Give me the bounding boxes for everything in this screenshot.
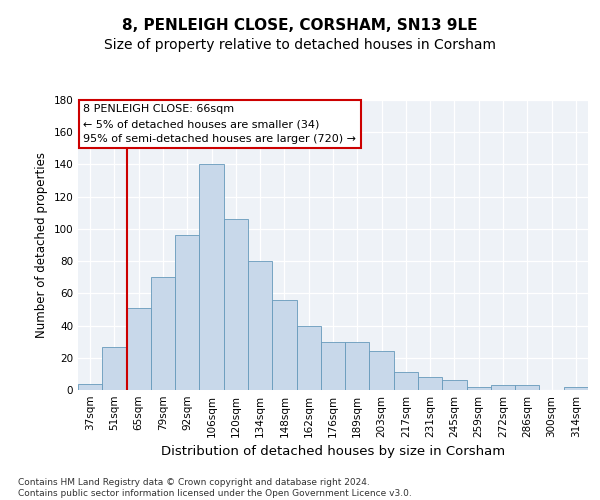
Bar [224, 219, 248, 390]
Bar [296, 326, 321, 390]
Bar [78, 384, 102, 390]
Bar [102, 346, 127, 390]
X-axis label: Distribution of detached houses by size in Corsham: Distribution of detached houses by size … [161, 446, 505, 458]
Bar [467, 387, 491, 390]
Bar [151, 277, 175, 390]
Bar [321, 342, 345, 390]
Bar [345, 342, 370, 390]
Bar [175, 236, 199, 390]
Bar [418, 377, 442, 390]
Bar [199, 164, 224, 390]
Bar [564, 387, 588, 390]
Y-axis label: Number of detached properties: Number of detached properties [35, 152, 48, 338]
Text: Contains HM Land Registry data © Crown copyright and database right 2024.
Contai: Contains HM Land Registry data © Crown c… [18, 478, 412, 498]
Text: 8 PENLEIGH CLOSE: 66sqm
← 5% of detached houses are smaller (34)
95% of semi-det: 8 PENLEIGH CLOSE: 66sqm ← 5% of detached… [83, 104, 356, 144]
Bar [442, 380, 467, 390]
Bar [272, 300, 296, 390]
Bar [515, 385, 539, 390]
Text: Size of property relative to detached houses in Corsham: Size of property relative to detached ho… [104, 38, 496, 52]
Bar [127, 308, 151, 390]
Bar [394, 372, 418, 390]
Bar [248, 261, 272, 390]
Text: 8, PENLEIGH CLOSE, CORSHAM, SN13 9LE: 8, PENLEIGH CLOSE, CORSHAM, SN13 9LE [122, 18, 478, 32]
Bar [370, 352, 394, 390]
Bar [491, 385, 515, 390]
